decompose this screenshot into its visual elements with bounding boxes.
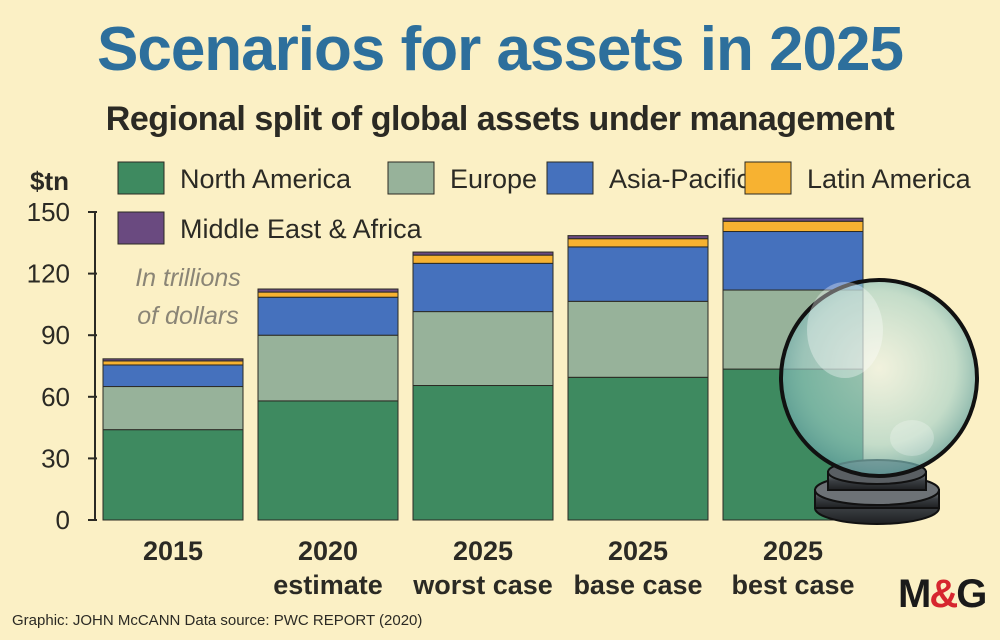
chart-subtitle: Regional split of global assets under ma… xyxy=(105,100,895,138)
bar-segment-latin-america xyxy=(412,254,554,264)
bar-segment-middle-east-africa xyxy=(567,235,709,240)
bar-segment-latin-america xyxy=(722,220,864,233)
bar-segment-middle-east-africa xyxy=(257,288,399,293)
x-tick-label: 2025 xyxy=(608,536,668,566)
bar-segment-asia-pacific xyxy=(722,231,864,291)
bar-segment-europe xyxy=(567,300,709,378)
bar-segment-asia-pacific xyxy=(102,364,244,388)
x-axis-labels: 2015 2020 estimate 2025 worst case 2025 base c… xyxy=(143,536,855,600)
bar-segment-asia-pacific xyxy=(412,262,554,313)
publisher-logo: M&G xyxy=(898,572,987,616)
bar-segment-asia-pacific xyxy=(257,296,399,336)
y-tick-label: 30 xyxy=(41,443,70,473)
bar-segment-middle-east-africa xyxy=(412,251,554,256)
y-axis: 0 30 60 90 120 150$tn In trillions of dollars xyxy=(27,166,241,535)
bar-segment-north-america xyxy=(102,429,244,521)
crystal-ball-illustration xyxy=(779,278,979,525)
bar-segment-europe xyxy=(102,386,244,431)
legend-swatch xyxy=(117,211,165,245)
annotation-line: In trillions xyxy=(135,264,241,292)
legend-label: Asia-Pacific xyxy=(609,164,750,194)
legend-swatch xyxy=(546,161,594,195)
legend-label: Europe xyxy=(450,164,537,194)
bar-segment-north-america xyxy=(567,376,709,521)
bar-segment-middle-east-africa xyxy=(102,358,244,362)
y-tick-label: 120 xyxy=(27,259,70,289)
bar-segment-europe xyxy=(257,334,399,402)
x-tick-label: 2020 xyxy=(298,536,358,566)
x-tick-label: estimate xyxy=(273,570,383,600)
bar-segment-latin-america xyxy=(257,291,399,298)
legend-label: Middle East & Africa xyxy=(180,214,423,244)
x-tick-label: 2015 xyxy=(143,536,203,566)
source-credit: Graphic: JOHN McCANN Data source: PWC RE… xyxy=(12,612,423,629)
legend-swatch xyxy=(744,161,792,195)
chart-title: Scenarios for assets in 2025 xyxy=(96,15,904,84)
bar-segment-north-america xyxy=(412,385,554,521)
y-tick-label: 60 xyxy=(41,382,70,412)
y-tick-label: 90 xyxy=(41,320,70,350)
y-tick-label: 150 xyxy=(27,197,70,227)
x-tick-label: base case xyxy=(573,570,702,600)
x-tick-label: 2025 xyxy=(763,536,823,566)
bar-segment-asia-pacific xyxy=(567,246,709,302)
bar-segment-europe xyxy=(412,311,554,387)
legend-swatch xyxy=(387,161,435,195)
bar-segment-north-america xyxy=(257,400,399,521)
legend-label: North America xyxy=(180,164,352,194)
y-axis-label: $tn xyxy=(30,166,69,196)
annotation-line: of dollars xyxy=(137,302,238,330)
y-tick-label: 0 xyxy=(56,505,70,535)
legend-swatch xyxy=(117,161,165,195)
bar-segment-latin-america xyxy=(102,360,244,366)
bar-segment-middle-east-africa xyxy=(722,217,864,222)
x-tick-label: worst case xyxy=(412,570,553,600)
legend-label: Latin America xyxy=(807,164,972,194)
bar-segment-latin-america xyxy=(567,238,709,248)
legend: North America Europe Asia-Pacific Latin Ame… xyxy=(117,161,972,245)
x-tick-label: 2025 xyxy=(453,536,513,566)
x-tick-label: best case xyxy=(731,570,854,600)
